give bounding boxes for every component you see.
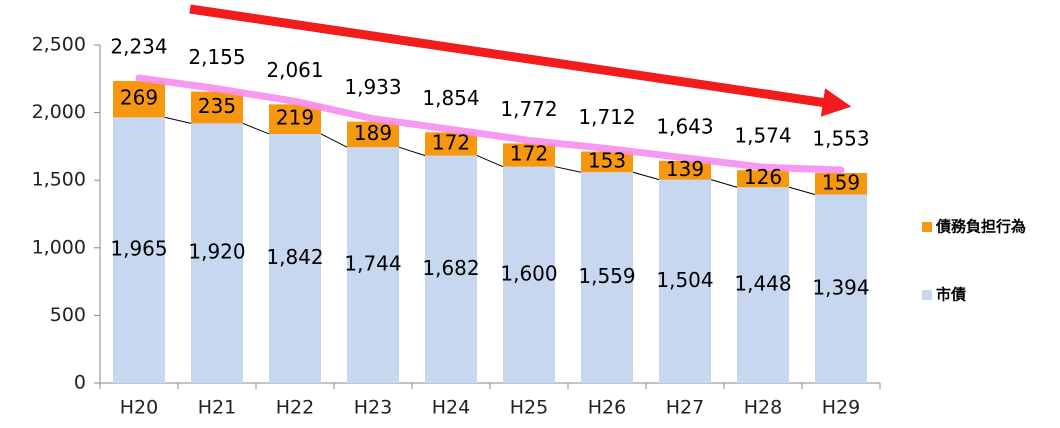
bar-segment [191,123,243,383]
legend-label: 市債 [936,286,966,304]
bar-segment [737,170,789,188]
x-tick-label: H27 [666,397,704,419]
bar-segment [503,143,555,167]
connector [164,116,192,124]
value-label: 1,559 [578,264,635,288]
x-tick-label: H24 [432,397,470,419]
y-tick-label: 2,500 [32,34,86,56]
value-label: 189 [354,121,392,145]
bar-segment [815,173,867,195]
total-label: 1,553 [812,127,869,151]
value-label: 219 [276,106,314,130]
value-label: 1,744 [344,252,401,276]
x-tick-label: H26 [588,397,626,419]
value-label: 172 [432,130,470,154]
connector [242,122,270,135]
connector [632,171,660,181]
y-tick-label: 0 [74,372,86,394]
connector [788,186,816,196]
x-tick-label: H28 [744,397,782,419]
value-label: 235 [198,94,236,118]
trend-line [135,74,845,174]
value-label: 269 [120,86,158,110]
bar-segment [503,166,555,383]
value-label: 126 [744,165,782,189]
bar-segment [347,121,399,148]
total-label: 2,234 [110,34,167,58]
value-label: 172 [510,142,548,166]
value-label: 139 [666,157,704,181]
total-label: 1,643 [656,114,713,138]
value-label: 153 [588,148,626,172]
bar-segment [425,132,477,156]
total-label: 1,574 [734,124,791,148]
y-tick-label: 1,000 [32,236,86,258]
value-label: 1,394 [812,275,869,299]
legend-swatch [922,222,932,232]
total-label: 1,772 [500,97,557,121]
connector [476,155,504,168]
x-tick-label: H22 [276,397,314,419]
bar-segment [581,151,633,173]
x-tick-label: H25 [510,397,548,419]
bar-segment [269,104,321,134]
total-label: 1,712 [578,105,635,129]
x-tick-label: H20 [120,397,158,419]
value-label: 1,448 [734,272,791,296]
bar-segment [581,172,633,383]
value-label: 1,504 [656,268,713,292]
y-tick-label: 500 [50,304,86,326]
y-tick-label: 1,500 [32,169,86,191]
total-label: 2,155 [188,45,245,69]
bar-segment [737,187,789,383]
x-tick-label: H21 [198,397,236,419]
total-label: 1,854 [422,86,479,110]
bar-segment [659,179,711,383]
bar-segment [425,155,477,383]
connector [320,133,348,148]
value-label: 159 [822,170,860,194]
y-tick-label: 2,000 [32,101,86,123]
bar-segment [347,147,399,383]
value-label: 1,842 [266,245,323,269]
bar-segment [659,160,711,180]
total-label: 2,061 [266,58,323,82]
connector [554,166,582,173]
legend-label: 債務負担行為 [935,218,1026,236]
value-label: 1,920 [188,240,245,264]
total-label: 1,933 [344,75,401,99]
connector [710,179,738,188]
bar-segment [815,194,867,383]
value-label: 1,682 [422,256,479,280]
legend-swatch [922,290,932,300]
value-label: 1,600 [500,261,557,285]
bar-segment [191,91,243,124]
connector [398,146,426,157]
value-label: 1,965 [110,237,167,261]
bar-segment [113,80,165,118]
x-tick-label: H29 [822,397,860,419]
bar-segment [113,117,165,383]
x-tick-label: H23 [354,397,392,419]
bar-segment [269,133,321,383]
trend-arrow [189,4,852,117]
